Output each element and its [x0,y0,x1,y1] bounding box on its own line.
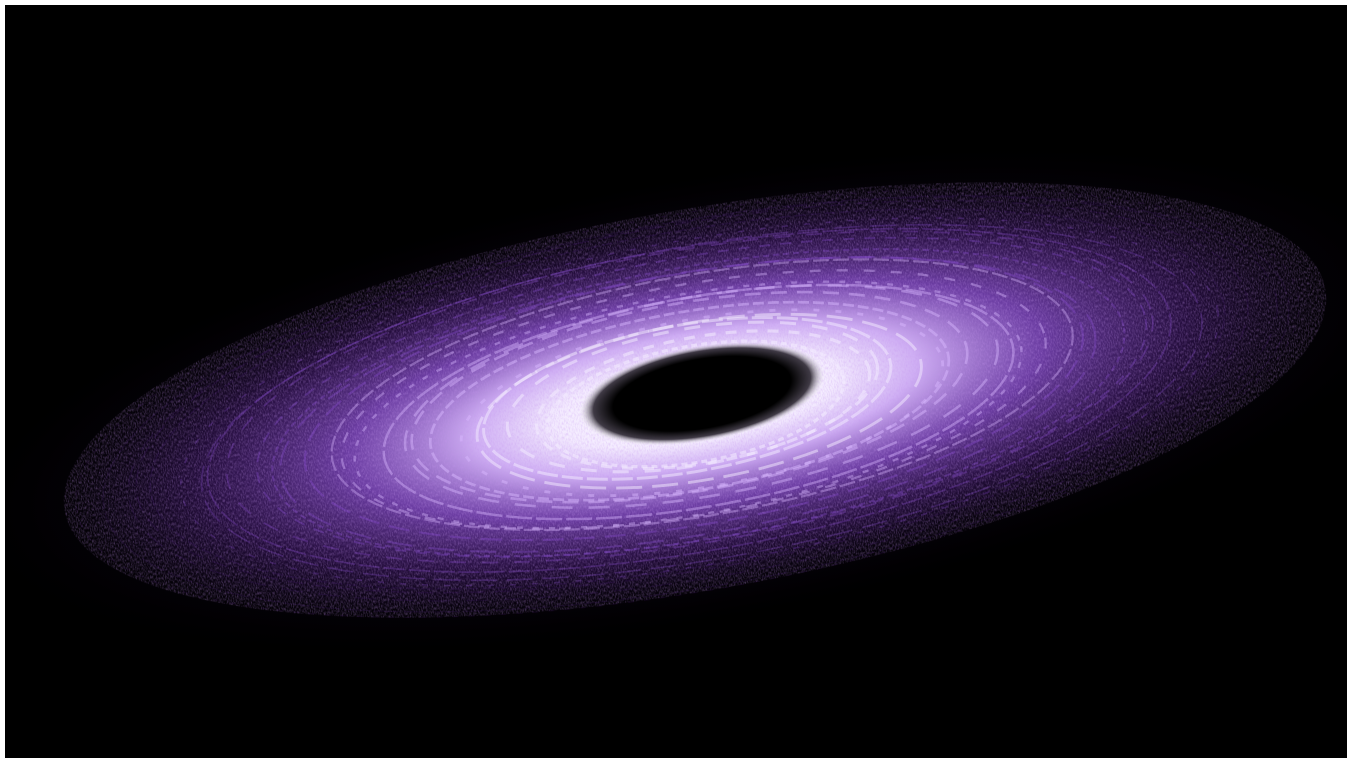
event-horizon [578,341,826,446]
swirl-rings [75,188,1300,618]
swirl-ring [102,195,1290,613]
swirl-ring [403,284,1000,509]
swirl-ring [206,227,1172,573]
swirl-ring [546,339,846,469]
swirl-ring [127,196,1278,602]
swirl-ring [75,188,1300,618]
image-frame [5,5,1347,758]
swirl-ring [382,283,1015,521]
swirl-ring [459,308,945,498]
swirl-ring [271,248,1126,558]
swirl-ring [505,320,880,474]
swirl-ring [149,208,1226,590]
swirl-ring [330,258,1074,532]
swirl-ring [353,280,1023,530]
swirl-ring [256,236,1148,558]
swirl-ring [428,300,951,502]
swirl-ring [225,230,1154,564]
swirl-ring [475,312,923,490]
black-hole-illustration [5,137,1347,663]
swirl-ring [303,256,1084,542]
swirl-ring [135,199,1249,594]
swirl-ring [340,269,1047,530]
swirl-ring [200,223,1203,582]
swirl-ring [180,217,1220,587]
swirl-ring [279,255,1097,553]
swirl-ring [482,316,893,481]
swirl-ring [410,290,969,504]
